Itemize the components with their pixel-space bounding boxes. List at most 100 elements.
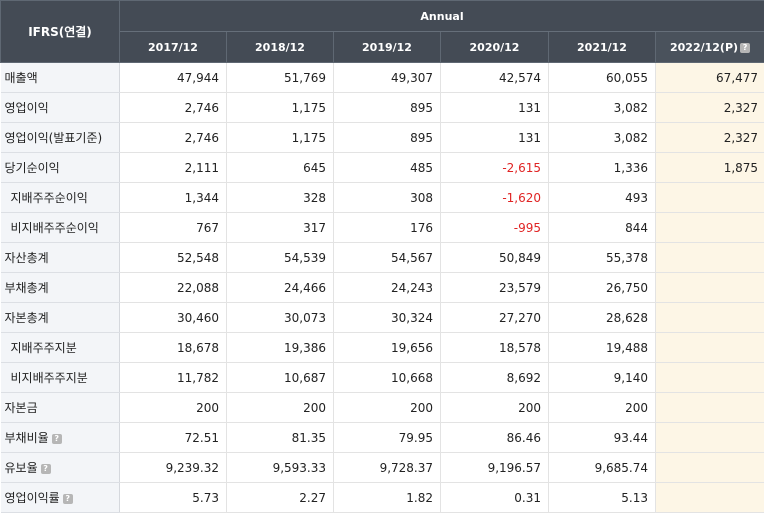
value-cell: 11,782: [120, 363, 227, 393]
value-cell: 9,593.33: [227, 453, 334, 483]
row-label-cell: 영업이익: [1, 93, 120, 123]
value-cell: 26,750: [549, 273, 656, 303]
value-cell: 2,746: [120, 93, 227, 123]
value-cell: [656, 453, 764, 483]
value-cell: 9,685.74: [549, 453, 656, 483]
value-cell: 895: [334, 123, 441, 153]
value-cell: 645: [227, 153, 334, 183]
question-icon[interactable]: ?: [41, 464, 51, 474]
value-cell: 50,849: [441, 243, 549, 273]
value-cell: 10,668: [334, 363, 441, 393]
value-cell: 72.51: [120, 423, 227, 453]
value-cell: 2,746: [120, 123, 227, 153]
row-label: 영업이익: [5, 101, 49, 115]
row-label-cell: 영업이익률?: [1, 483, 120, 513]
value-cell: -2,615: [441, 153, 549, 183]
value-cell: 30,073: [227, 303, 334, 333]
row-label: 영업이익(발표기준): [5, 131, 103, 145]
year-label: 2022/12(P): [670, 41, 738, 54]
value-cell: 54,539: [227, 243, 334, 273]
value-cell: 200: [549, 393, 656, 423]
value-cell: 9,140: [549, 363, 656, 393]
row-label-cell: 영업이익(발표기준): [1, 123, 120, 153]
year-label: 2021/12: [577, 41, 627, 54]
value-cell: 42,574: [441, 63, 549, 93]
row-label: 유보율: [5, 461, 38, 475]
value-cell: 3,082: [549, 93, 656, 123]
row-label: 자산총계: [5, 251, 49, 265]
value-cell: 2,111: [120, 153, 227, 183]
year-label: 2017/12: [148, 41, 198, 54]
value-cell: 19,488: [549, 333, 656, 363]
value-cell: 9,196.57: [441, 453, 549, 483]
row-label-cell: 매출액: [1, 63, 120, 93]
value-cell: 51,769: [227, 63, 334, 93]
row-label: 자본총계: [5, 311, 49, 325]
value-cell: 895: [334, 93, 441, 123]
value-cell: 67,477: [656, 63, 764, 93]
value-cell: [656, 303, 764, 333]
value-cell: 9,239.32: [120, 453, 227, 483]
question-icon[interactable]: ?: [63, 494, 73, 504]
value-cell: 19,656: [334, 333, 441, 363]
value-cell: 485: [334, 153, 441, 183]
table-header: IFRS(연결) Annual 2017/12 2018/12 2019/12 202…: [1, 1, 764, 63]
row-label: 비지배주주순이익: [11, 221, 99, 235]
value-cell: 5.73: [120, 483, 227, 513]
value-cell: 28,628: [549, 303, 656, 333]
question-icon[interactable]: ?: [52, 434, 62, 444]
value-cell: [656, 183, 764, 213]
row-label: 영업이익률: [5, 491, 60, 505]
value-cell: [656, 393, 764, 423]
value-cell: 328: [227, 183, 334, 213]
value-cell: -995: [441, 213, 549, 243]
value-cell: 200: [334, 393, 441, 423]
year-label: 2019/12: [362, 41, 412, 54]
row-label-cell: 당기순이익: [1, 153, 120, 183]
value-cell: 2,327: [656, 93, 764, 123]
row-label: 부채비율: [5, 431, 49, 445]
year-header-2: 2019/12: [334, 32, 441, 63]
value-cell: [656, 483, 764, 513]
annual-header: Annual: [120, 1, 764, 32]
question-icon[interactable]: ?: [740, 43, 750, 53]
value-cell: 317: [227, 213, 334, 243]
value-cell: 131: [441, 93, 549, 123]
value-cell: 1,344: [120, 183, 227, 213]
row-label: 당기순이익: [5, 161, 60, 175]
value-cell: 1,336: [549, 153, 656, 183]
value-cell: 52,548: [120, 243, 227, 273]
row-label: 지배주주지분: [11, 341, 77, 355]
row-label-cell: 부채비율?: [1, 423, 120, 453]
year-label: 2018/12: [255, 41, 305, 54]
value-cell: 18,578: [441, 333, 549, 363]
row-label-cell: 자본총계: [1, 303, 120, 333]
value-cell: 86.46: [441, 423, 549, 453]
year-header-5: 2022/12(P)?: [656, 32, 764, 63]
year-header-3: 2020/12: [441, 32, 549, 63]
value-cell: 30,460: [120, 303, 227, 333]
row-label-cell: 비지배주주순이익: [1, 213, 120, 243]
ifrs-header: IFRS(연결): [1, 1, 120, 63]
row-label-cell: 지배주주지분: [1, 333, 120, 363]
value-cell: 176: [334, 213, 441, 243]
value-cell: 5.13: [549, 483, 656, 513]
value-cell: 24,243: [334, 273, 441, 303]
value-cell: 844: [549, 213, 656, 243]
value-cell: 131: [441, 123, 549, 153]
row-label-cell: 지배주주순이익: [1, 183, 120, 213]
value-cell: [656, 213, 764, 243]
value-cell: 3,082: [549, 123, 656, 153]
